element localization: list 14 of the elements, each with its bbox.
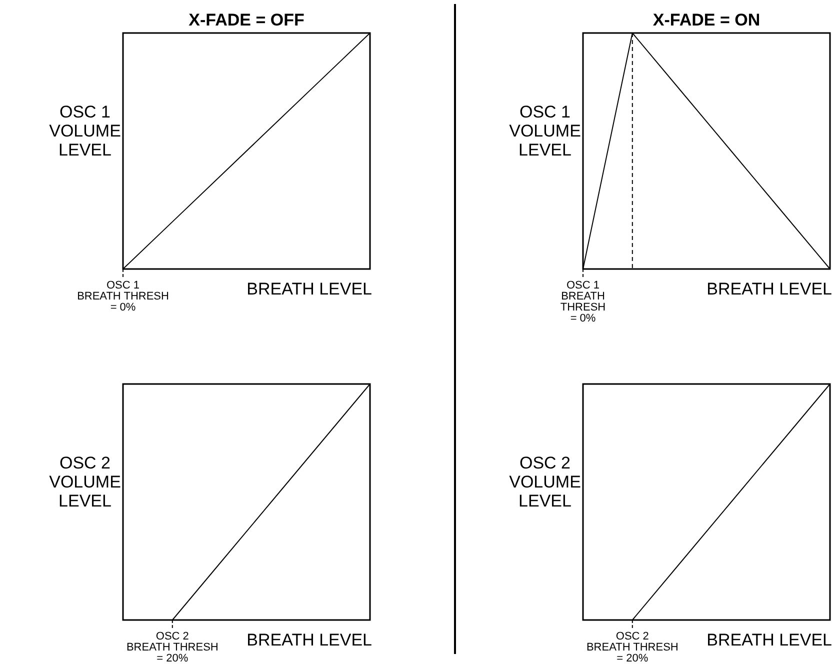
chart-title: X-FADE = OFF xyxy=(188,10,304,30)
text: OSC 1 BREATH THRESH = 0% xyxy=(77,280,169,314)
y-axis-title: OSC 1 VOLUME LEVEL xyxy=(509,102,581,160)
text: OSC 1 BREATH THRESH = 0% xyxy=(560,280,606,324)
y-axis-title: OSC 2 VOLUME LEVEL xyxy=(509,454,581,510)
x-axis-title: BREATH LEVEL xyxy=(706,630,832,650)
chart-title: X-FADE = ON xyxy=(652,10,760,30)
y-axis-title: OSC 2 VOLUME LEVEL xyxy=(49,454,121,510)
text: OSC 2 BREATH THRESH = 20% xyxy=(586,630,678,664)
x-axis-title: BREATH LEVEL xyxy=(246,280,372,298)
x-axis-title: BREATH LEVEL xyxy=(706,280,832,298)
text: OSC 2 BREATH THRESH = 20% xyxy=(126,630,218,664)
x-axis-title: BREATH LEVEL xyxy=(246,630,372,650)
y-axis-title: OSC 1 VOLUME LEVEL xyxy=(49,102,121,160)
